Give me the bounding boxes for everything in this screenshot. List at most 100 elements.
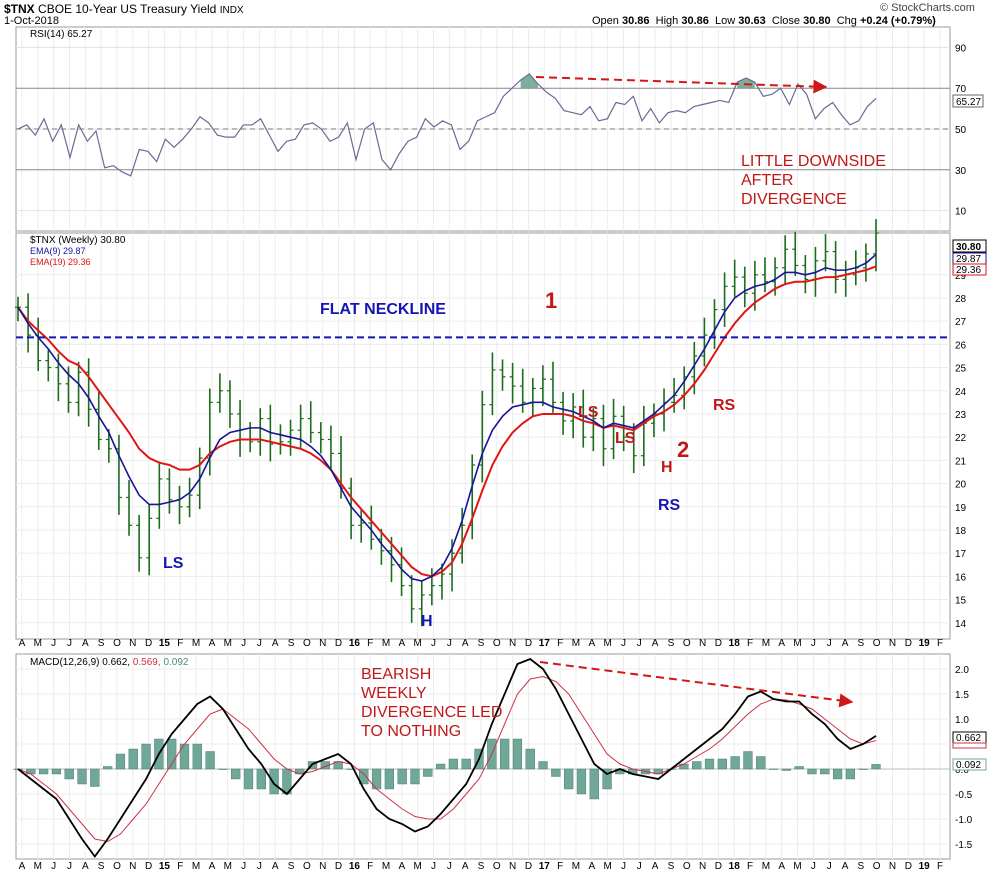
time-tick-label: O xyxy=(493,638,501,649)
macd-histogram-bar xyxy=(167,738,177,770)
time-tick-label: N xyxy=(319,638,326,649)
rsi-divergence-arrow xyxy=(535,76,828,94)
time-tick-label: O xyxy=(303,861,311,872)
time-tick-label: D xyxy=(525,861,532,872)
time-tick-label: S xyxy=(478,638,485,649)
time-tick-label: 18 xyxy=(729,861,741,872)
time-tick-label: A xyxy=(209,638,216,649)
label-rs-blue: RS xyxy=(658,497,681,514)
price-tick-label: 16 xyxy=(955,572,967,583)
time-tick-label: M xyxy=(192,861,200,872)
time-tick-label: F xyxy=(557,638,563,649)
watermark: © StockCharts.com xyxy=(880,2,975,14)
time-tick-label: F xyxy=(747,861,753,872)
time-tick-label: 16 xyxy=(349,638,361,649)
time-tick-label: M xyxy=(34,638,42,649)
time-tick-label: 17 xyxy=(539,638,551,649)
low-label: Low xyxy=(714,15,736,27)
hist-tag: 0.092 xyxy=(956,760,981,771)
time-tick-label: S xyxy=(288,861,295,872)
time-tick-label: F xyxy=(177,861,183,872)
time-tick-label: O xyxy=(873,861,881,872)
price-tick-label: 15 xyxy=(955,596,967,607)
price-tick-label: 17 xyxy=(955,549,967,560)
neckline-label: FLAT NECKLINE xyxy=(320,301,446,318)
time-tick-label: S xyxy=(98,638,105,649)
rsi-tick-label: 50 xyxy=(955,125,967,136)
macd-histogram-bar xyxy=(231,768,241,780)
time-tick-label: M xyxy=(382,638,390,649)
macd-histogram-bar xyxy=(551,768,561,777)
macd-histogram-bar xyxy=(756,756,766,770)
macd-histogram-bar xyxy=(461,758,471,770)
macd-histogram-bar xyxy=(269,768,279,795)
tag-layer: 65.27 30.80 29.87 29.36 0.662 0.092 xyxy=(952,94,987,771)
time-tick-label: M xyxy=(224,638,232,649)
macd-histogram-bar xyxy=(871,764,881,770)
macd-histogram-bar xyxy=(218,768,228,770)
time-tick-label: J xyxy=(431,638,436,649)
macd-histogram-bar xyxy=(435,763,446,770)
macd-histogram-bar xyxy=(38,768,49,775)
macd-histogram-bar xyxy=(820,768,830,775)
time-tick-label: J xyxy=(827,861,832,872)
time-tick-label: J xyxy=(447,638,452,649)
time-tick-label: D xyxy=(715,638,722,649)
time-tick-label: A xyxy=(19,861,26,872)
time-tick-label: J xyxy=(621,638,626,649)
macd-histogram-bar xyxy=(103,766,113,770)
time-tick-label: M xyxy=(382,861,390,872)
macd-histogram-bar xyxy=(192,743,202,770)
time-tick-label: N xyxy=(699,638,706,649)
time-tick-label: N xyxy=(699,861,706,872)
price-tick-label: 26 xyxy=(955,340,967,351)
macd-histogram-bar xyxy=(500,738,510,770)
macd-histogram-bar xyxy=(858,768,868,770)
time-tick-label: D xyxy=(905,861,912,872)
macd-histogram-bar xyxy=(781,768,791,771)
price-tick-label: 27 xyxy=(955,317,967,328)
time-tick-label: 16 xyxy=(349,861,361,872)
close-value: 30.80 xyxy=(803,15,831,27)
label-rs-red: RS xyxy=(713,397,736,414)
time-tick-label: A xyxy=(588,861,595,872)
time-tick-label: S xyxy=(668,638,675,649)
time-tick-label: A xyxy=(778,638,785,649)
time-tick-label: J xyxy=(827,638,832,649)
time-tick-label: M xyxy=(762,861,770,872)
macd-legend-name: MACD(12,26,9) xyxy=(30,657,100,668)
time-tick-label: J xyxy=(51,861,56,872)
price-tick-label: 24 xyxy=(955,387,967,398)
time-tick-label: A xyxy=(652,638,659,649)
time-tick-label: A xyxy=(272,638,279,649)
low-value: 30.63 xyxy=(738,15,766,27)
time-tick-label: M xyxy=(793,861,801,872)
time-tick-label: A xyxy=(778,861,785,872)
time-tick-label: F xyxy=(937,638,943,649)
time-tick-label: F xyxy=(747,638,753,649)
time-tick-label: D xyxy=(335,861,342,872)
macd-histogram-bar xyxy=(448,758,459,770)
time-tick-label: A xyxy=(82,861,89,872)
macd-histogram-bar xyxy=(115,753,126,770)
price-legend: $TNX (Weekly) 30.80 xyxy=(30,235,126,246)
macd-histogram-bar xyxy=(730,756,740,770)
macd-histogram-bar xyxy=(51,768,62,775)
time-tick-label: M xyxy=(224,861,232,872)
time-tick-label: 19 xyxy=(919,861,931,872)
series-layer xyxy=(13,73,950,859)
chg-label: Chg xyxy=(836,15,857,27)
time-tick-label: N xyxy=(319,861,326,872)
macd-histogram-bar xyxy=(141,743,151,770)
time-tick-label: J xyxy=(811,861,816,872)
time-tick-label: J xyxy=(431,861,436,872)
time-tick-label: A xyxy=(209,861,216,872)
symbol: $TNX xyxy=(4,2,35,16)
macd-histogram-bar xyxy=(512,738,523,770)
signal-legend-value: 0.569, xyxy=(132,657,161,668)
time-tick-label: A xyxy=(652,861,659,872)
time-tick-label: J xyxy=(447,861,452,872)
macd-legend: MACD(12,26,9) 0.662, 0.569, 0.092 xyxy=(30,657,188,668)
time-tick-label: M xyxy=(34,861,42,872)
macd-tick-label: 2.0 xyxy=(955,665,969,676)
